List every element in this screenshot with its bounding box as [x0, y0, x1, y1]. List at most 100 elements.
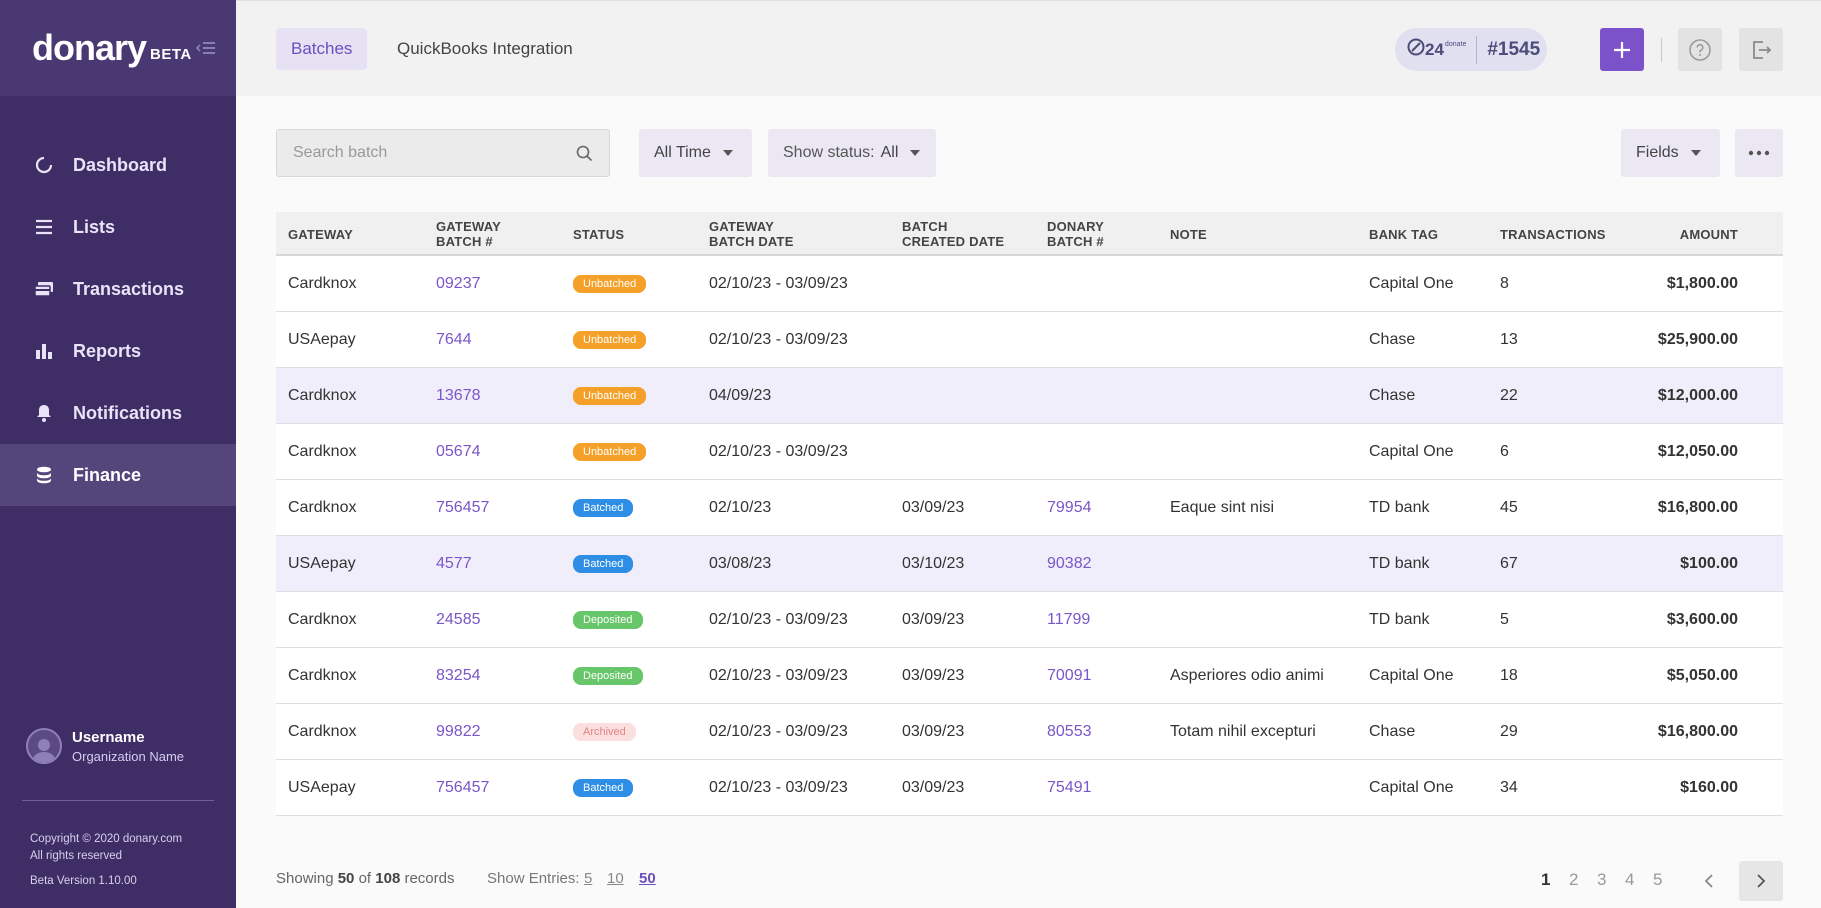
table-row[interactable]: Cardknox 05674 Unbatched 02/10/23 - 03/09/2… — [276, 424, 1783, 480]
gateway-batch-link[interactable]: 756457 — [436, 499, 490, 516]
plus-icon — [1614, 41, 1630, 58]
bank-tag-cell: Capital One — [1369, 779, 1454, 796]
gateway-cell: Cardknox — [288, 499, 357, 516]
status-badge-label: Batched — [573, 779, 634, 797]
time-filter-dropdown[interactable]: All Time — [639, 129, 752, 177]
donary-batch-link[interactable]: 79954 — [1047, 499, 1092, 516]
column-header[interactable]: DONARY BATCH # — [1047, 212, 1104, 256]
prev-page-button[interactable] — [1687, 861, 1731, 901]
table-row[interactable]: Cardknox 756457 Batched 02/10/23 03/09/23 799… — [276, 480, 1783, 536]
donary-logo[interactable]: donary — [32, 27, 147, 68]
gateway-batch-link[interactable]: 756457 — [436, 779, 490, 796]
status-badge: Batched — [573, 480, 634, 536]
avatar — [26, 728, 62, 764]
status-badge-label: Deposited — [573, 611, 643, 629]
batches-table: GATEWAY GATEWAY BATCH # STATUS GATEWAY BATCH … — [276, 212, 1783, 816]
column-header[interactable]: BANK TAG — [1369, 212, 1438, 256]
status-filter-label: Show status: — [783, 144, 875, 161]
page-3[interactable]: 3 — [1597, 870, 1607, 889]
status-filter-value: All — [880, 144, 899, 161]
column-header[interactable]: GATEWAY — [288, 212, 353, 256]
bank-tag-cell: Capital One — [1369, 275, 1454, 292]
tab-quickbooks-integration[interactable]: QuickBooks Integration — [397, 39, 573, 58]
transactions-cell: 34 — [1500, 779, 1518, 796]
search-input[interactable] — [277, 130, 557, 176]
column-header-label: BATCH — [902, 219, 948, 234]
amount-cell: $100.00 — [1680, 555, 1738, 572]
donary-batch-link[interactable]: 70091 — [1047, 667, 1092, 684]
bell-icon — [34, 403, 54, 423]
table-row[interactable]: Cardknox 99822 Archived 02/10/23 - 03/09/23… — [276, 704, 1783, 760]
amount-cell: $16,800.00 — [1657, 723, 1738, 740]
sidebar-item-label: Dashboard — [73, 154, 168, 175]
sidebar-item-finance[interactable]: Finance — [0, 444, 236, 506]
gateway-batch-link[interactable]: 05674 — [436, 443, 481, 460]
user-profile[interactable]: Username Organization Name — [26, 728, 184, 764]
column-header[interactable]: STATUS — [573, 212, 624, 256]
page-5[interactable]: 5 — [1653, 870, 1663, 889]
sidebar-item-dashboard[interactable]: Dashboard — [0, 134, 236, 196]
gateway-batch-date-cell: 02/10/23 - 03/09/23 — [709, 779, 848, 796]
column-header[interactable]: NOTE — [1170, 212, 1207, 256]
table-row[interactable]: USAepay 4577 Batched 03/08/23 03/10/23 90382 T… — [276, 536, 1783, 592]
entries-option-10[interactable]: 10 — [607, 870, 624, 887]
sidebar-item-notifications[interactable]: Notifications — [0, 382, 236, 444]
sidebar-item-transactions[interactable]: Transactions — [0, 258, 236, 320]
donary-batch-link[interactable]: 80553 — [1047, 723, 1092, 740]
donary-batch-link[interactable]: 11799 — [1047, 611, 1091, 628]
table-row[interactable]: USAepay 7644 Unbatched 02/10/23 - 03/09/23 C… — [276, 312, 1783, 368]
gateway-batch-date-cell: 02/10/23 - 03/09/23 — [709, 331, 848, 348]
tab-batches[interactable]: Batches — [276, 28, 368, 70]
status-badge-label: Unbatched — [573, 275, 647, 293]
gateway-batch-link[interactable]: 13678 — [436, 387, 481, 404]
column-header[interactable]: BATCH CREATED DATE — [902, 212, 1004, 256]
status-badge: Batched — [573, 760, 634, 816]
page-2[interactable]: 2 — [1569, 870, 1579, 889]
next-page-button[interactable] — [1739, 861, 1783, 901]
gateway-batch-link[interactable]: 24585 — [436, 611, 481, 628]
column-header[interactable]: GATEWAY BATCH # — [436, 212, 501, 256]
collapse-sidebar-icon[interactable] — [195, 40, 216, 56]
donate24-account-badge[interactable]: 24 donate #1545 — [1395, 28, 1547, 71]
add-button[interactable] — [1600, 28, 1644, 71]
gateway-batch-link[interactable]: 83254 — [436, 667, 481, 684]
column-header-label: BATCH # — [436, 234, 493, 249]
status-filter-dropdown[interactable]: Show status: All — [768, 129, 936, 177]
table-row[interactable]: Cardknox 09237 Unbatched 02/10/23 - 03/09/2… — [276, 256, 1783, 312]
column-header[interactable]: TRANSACTIONS — [1500, 212, 1606, 256]
username: Username — [72, 728, 145, 746]
table-row[interactable]: Cardknox 13678 Unbatched 04/09/23 Chase 22 $12… — [276, 368, 1783, 424]
sidebar-item-reports[interactable]: Reports — [0, 320, 236, 382]
sidebar-item-lists[interactable]: Lists — [0, 196, 236, 258]
amount-cell: $12,050.00 — [1657, 443, 1738, 460]
column-header-label: DONARY — [1047, 219, 1105, 234]
entries-option-5[interactable]: 5 — [584, 870, 593, 887]
column-header-label: GATEWAY — [436, 219, 501, 234]
table-row[interactable]: Cardknox 83254 Deposited 02/10/23 - 03/09/2… — [276, 648, 1783, 704]
fields-dropdown[interactable]: Fields — [1621, 129, 1720, 177]
gateway-batch-link[interactable]: 09237 — [436, 275, 481, 292]
entries-label: Show Entries: — [487, 870, 580, 887]
search-icon[interactable] — [576, 145, 593, 167]
help-button[interactable] — [1678, 28, 1722, 71]
donate24-logo: 24 — [1425, 39, 1444, 59]
entries-option-50[interactable]: 50 — [639, 870, 656, 887]
gateway-batch-link[interactable]: 7644 — [436, 331, 472, 348]
amount-cell: $1,800.00 — [1666, 275, 1738, 292]
table-row[interactable]: Cardknox 24585 Deposited 02/10/23 - 03/09/2… — [276, 592, 1783, 648]
column-header[interactable]: GATEWAY BATCH DATE — [709, 212, 794, 256]
more-options-button[interactable] — [1735, 129, 1783, 177]
donary-batch-link[interactable]: 90382 — [1047, 555, 1092, 572]
gateway-batch-link[interactable]: 4577 — [436, 555, 472, 572]
account-number: #1545 — [1487, 38, 1541, 60]
page-1[interactable]: 1 — [1541, 870, 1551, 889]
gateway-batch-date-cell: 02/10/23 - 03/09/23 — [709, 611, 848, 628]
sidebar-item-label: Finance — [73, 464, 142, 485]
gateway-batch-link[interactable]: 99822 — [436, 723, 481, 740]
column-header[interactable]: AMOUNT — [1680, 212, 1738, 256]
donary-batch-link[interactable]: 75491 — [1047, 779, 1092, 796]
logout-button[interactable] — [1739, 28, 1783, 71]
page-4[interactable]: 4 — [1625, 870, 1635, 889]
top-bar: Batches QuickBooks Integration 24 donate… — [236, 0, 1821, 96]
table-row[interactable]: USAepay 756457 Batched 02/10/23 - 03/09/23 0… — [276, 760, 1783, 816]
